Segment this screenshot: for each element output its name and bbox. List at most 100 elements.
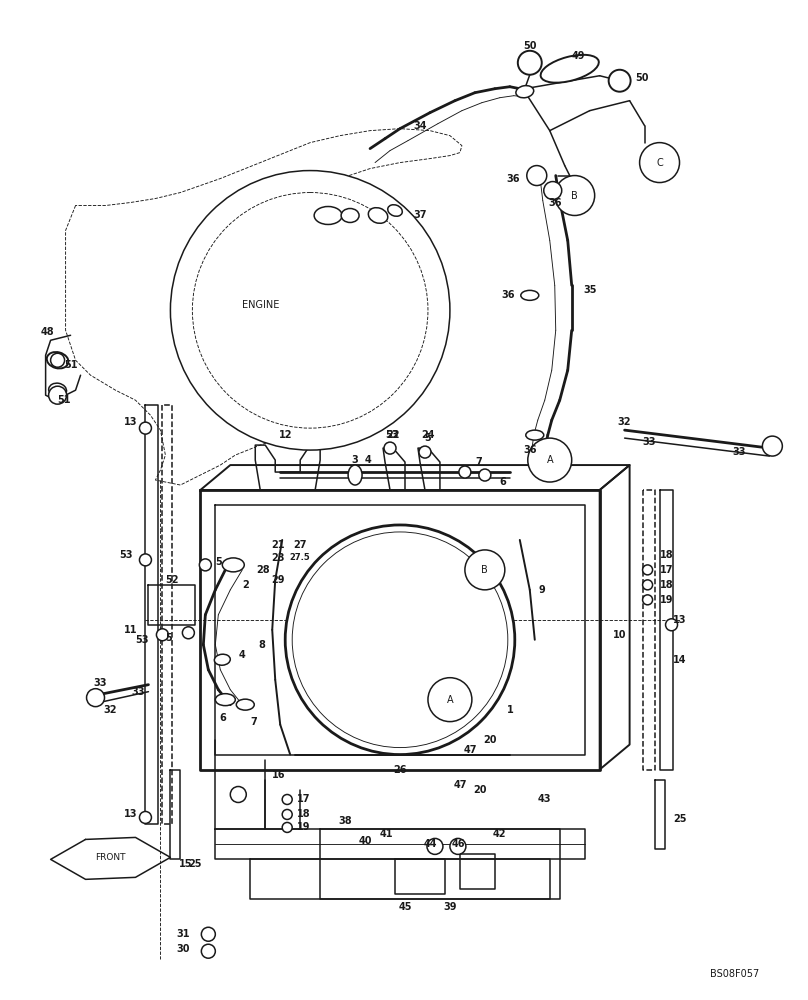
Text: 48: 48 [40,327,54,337]
Circle shape [201,944,215,958]
Circle shape [183,627,195,639]
Text: 20: 20 [473,785,486,795]
Circle shape [528,438,572,482]
Circle shape [86,689,104,707]
Text: 38: 38 [339,816,352,826]
Text: 17: 17 [659,565,673,575]
Text: 50: 50 [523,41,537,51]
Text: 47: 47 [463,745,477,755]
Text: 32: 32 [618,417,631,427]
Text: FRONT: FRONT [95,853,126,862]
Text: 18: 18 [297,809,311,819]
Circle shape [518,51,541,75]
Circle shape [140,554,151,566]
Text: 51: 51 [64,360,78,370]
Circle shape [285,525,515,755]
Text: 30: 30 [177,944,191,954]
Ellipse shape [314,207,342,224]
Text: 36: 36 [507,174,520,184]
Text: 33: 33 [643,437,656,447]
Text: 39: 39 [443,902,457,912]
Text: 5: 5 [166,633,172,643]
Text: 2: 2 [242,580,249,590]
Ellipse shape [348,465,362,485]
Ellipse shape [222,558,244,572]
Text: 33: 33 [94,678,107,688]
Text: 3: 3 [351,455,359,465]
Circle shape [642,580,653,590]
Text: 18: 18 [659,580,673,590]
Text: 24: 24 [421,430,435,440]
Text: 53: 53 [135,635,149,645]
Text: 13: 13 [673,615,686,625]
Text: 37: 37 [413,210,427,220]
Text: 19: 19 [297,822,311,832]
Text: 49: 49 [572,51,585,61]
Text: 21: 21 [271,540,285,550]
Text: 36: 36 [501,290,515,300]
Text: 18: 18 [659,550,673,560]
Text: 14: 14 [673,655,686,665]
Ellipse shape [215,694,235,706]
Circle shape [555,176,595,215]
Text: 33: 33 [132,687,145,697]
Text: 19: 19 [659,595,673,605]
Text: A: A [546,455,553,465]
Circle shape [201,927,215,941]
Text: 5: 5 [215,557,221,567]
Circle shape [292,532,507,748]
Text: 15: 15 [179,859,192,869]
Text: 9: 9 [538,585,545,595]
Circle shape [428,678,472,722]
Text: 27: 27 [293,540,307,550]
Text: 4: 4 [365,455,372,465]
Circle shape [479,469,490,481]
Circle shape [465,550,505,590]
Text: 25: 25 [673,814,686,824]
Text: B: B [571,191,578,201]
Circle shape [763,436,782,456]
Circle shape [544,182,562,200]
Ellipse shape [214,654,230,665]
Text: 53: 53 [385,430,399,440]
Text: 27.5: 27.5 [290,553,310,562]
Circle shape [642,565,653,575]
Text: 6: 6 [219,713,225,723]
Circle shape [384,442,396,454]
Text: 40: 40 [358,836,372,846]
Text: 20: 20 [483,735,497,745]
Text: ENGINE: ENGINE [242,300,279,310]
Text: 35: 35 [583,285,596,295]
Ellipse shape [47,352,69,368]
Text: 36: 36 [523,445,537,455]
Circle shape [200,559,212,571]
Circle shape [282,822,292,832]
Circle shape [527,166,547,186]
Circle shape [51,353,65,367]
Text: 13: 13 [124,417,137,427]
Circle shape [230,787,246,802]
Text: 36: 36 [548,198,562,208]
Circle shape [419,446,431,458]
Text: 23: 23 [271,553,285,563]
Ellipse shape [388,205,402,216]
Text: 50: 50 [636,73,649,83]
Text: 17: 17 [297,794,311,804]
Circle shape [170,171,450,450]
Circle shape [282,809,292,819]
Text: 43: 43 [538,794,552,804]
Text: 7: 7 [475,457,482,467]
Text: 41: 41 [380,829,393,839]
Text: 7: 7 [250,717,257,727]
Text: 52: 52 [166,575,179,585]
Ellipse shape [48,383,66,397]
Text: 12: 12 [279,430,292,440]
Text: 32: 32 [103,705,117,715]
Ellipse shape [541,55,599,83]
Ellipse shape [521,290,539,300]
Circle shape [282,794,292,804]
Circle shape [140,422,151,434]
Text: 31: 31 [177,929,191,939]
Ellipse shape [516,86,534,98]
Text: 46: 46 [451,839,465,849]
